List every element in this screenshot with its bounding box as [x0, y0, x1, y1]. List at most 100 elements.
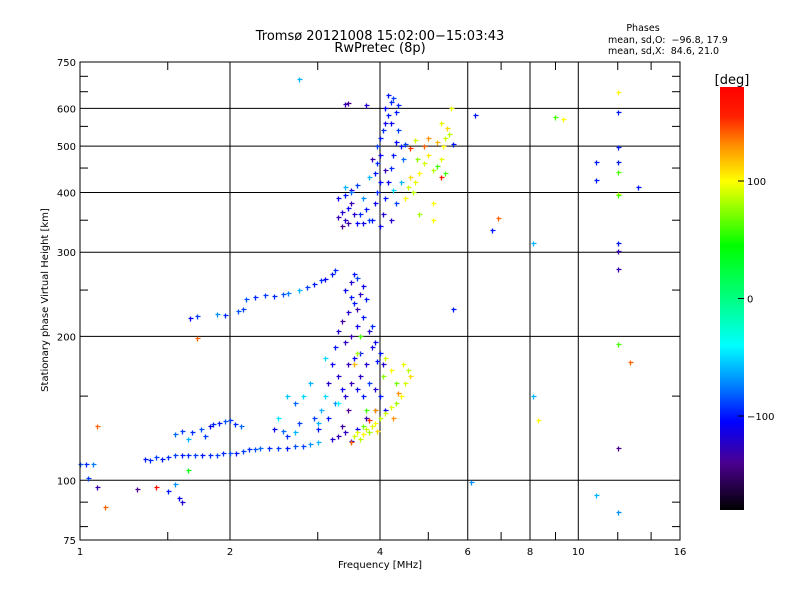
data-point [616, 145, 622, 151]
data-point [411, 190, 417, 196]
data-point [616, 342, 622, 348]
data-point [594, 160, 600, 166]
data-point [391, 416, 397, 422]
data-point [272, 294, 278, 300]
data-point [422, 144, 428, 150]
data-point [413, 180, 419, 186]
phase-stats-o: mean, sd,O: −96.8, 17.9 [608, 35, 728, 46]
data-point [367, 418, 373, 424]
data-point [439, 121, 445, 127]
data-point [370, 157, 376, 163]
data-point [223, 313, 229, 319]
data-point [340, 319, 346, 325]
data-point [383, 196, 389, 202]
data-point [186, 453, 192, 459]
data-point [490, 228, 496, 234]
data-point [239, 424, 245, 430]
data-point [355, 221, 361, 227]
data-point [336, 196, 342, 202]
data-point [326, 381, 332, 387]
data-point [323, 356, 329, 362]
data-point [413, 138, 419, 144]
y-tick-label: 750 [57, 58, 76, 69]
data-point [378, 180, 384, 186]
data-point [361, 284, 367, 290]
data-point [531, 394, 537, 400]
data-point [272, 427, 278, 433]
data-point [154, 485, 160, 491]
data-point [346, 221, 352, 227]
data-point [473, 113, 479, 119]
data-point [346, 310, 352, 316]
data-point [349, 295, 355, 301]
data-point [375, 359, 381, 365]
data-point [373, 408, 379, 414]
y-tick-label: 75 [63, 536, 76, 547]
data-point [389, 100, 395, 106]
data-point [373, 340, 379, 346]
data-point [431, 218, 437, 224]
data-point [375, 429, 381, 435]
data-point [394, 110, 400, 116]
data-point [285, 394, 291, 400]
data-point [616, 160, 622, 166]
data-point [343, 218, 349, 224]
data-point [417, 171, 423, 177]
data-point [367, 381, 373, 387]
data-point [431, 201, 437, 207]
data-point [403, 142, 409, 148]
data-point [399, 180, 405, 186]
data-point [281, 292, 287, 298]
data-point [84, 462, 90, 468]
data-point [166, 455, 172, 461]
data-point [389, 121, 395, 127]
data-point [355, 276, 361, 282]
data-point [378, 416, 384, 422]
data-point [343, 340, 349, 346]
data-point [417, 212, 423, 218]
data-point [352, 301, 358, 307]
data-point [330, 362, 336, 368]
data-point [367, 329, 373, 335]
data-point [308, 442, 314, 448]
data-point [383, 168, 389, 174]
data-point [355, 351, 361, 357]
data-point [200, 453, 206, 459]
data-point [443, 136, 449, 142]
data-point [208, 424, 214, 430]
data-point [364, 408, 370, 414]
data-point [319, 408, 325, 414]
data-point [447, 132, 453, 138]
data-point [349, 201, 355, 207]
x-axis-label: Frequency [MHz] [338, 560, 422, 571]
data-point [217, 421, 223, 427]
colorbar-label: [deg] [715, 73, 750, 88]
data-point [349, 334, 355, 340]
data-point [154, 455, 160, 461]
data-point [263, 293, 269, 299]
data-point [391, 188, 397, 194]
data-point [364, 416, 370, 422]
data-point [86, 476, 92, 482]
data-point [355, 324, 361, 330]
data-point [293, 430, 299, 436]
data-point [285, 434, 291, 440]
data-point [389, 368, 395, 374]
data-point [616, 193, 622, 199]
colorbar-tick-label: 0 [747, 295, 753, 306]
data-point [316, 440, 322, 446]
data-point [403, 381, 409, 387]
plot-frame [79, 61, 681, 541]
data-point [349, 440, 355, 446]
data-point [343, 394, 349, 400]
data-point [391, 96, 397, 102]
data-point [247, 447, 253, 453]
data-point [370, 424, 376, 430]
data-point [401, 362, 407, 368]
data-point [616, 510, 622, 516]
data-point [383, 106, 389, 112]
data-point [386, 93, 392, 99]
data-point [223, 419, 229, 425]
data-point [378, 394, 384, 400]
